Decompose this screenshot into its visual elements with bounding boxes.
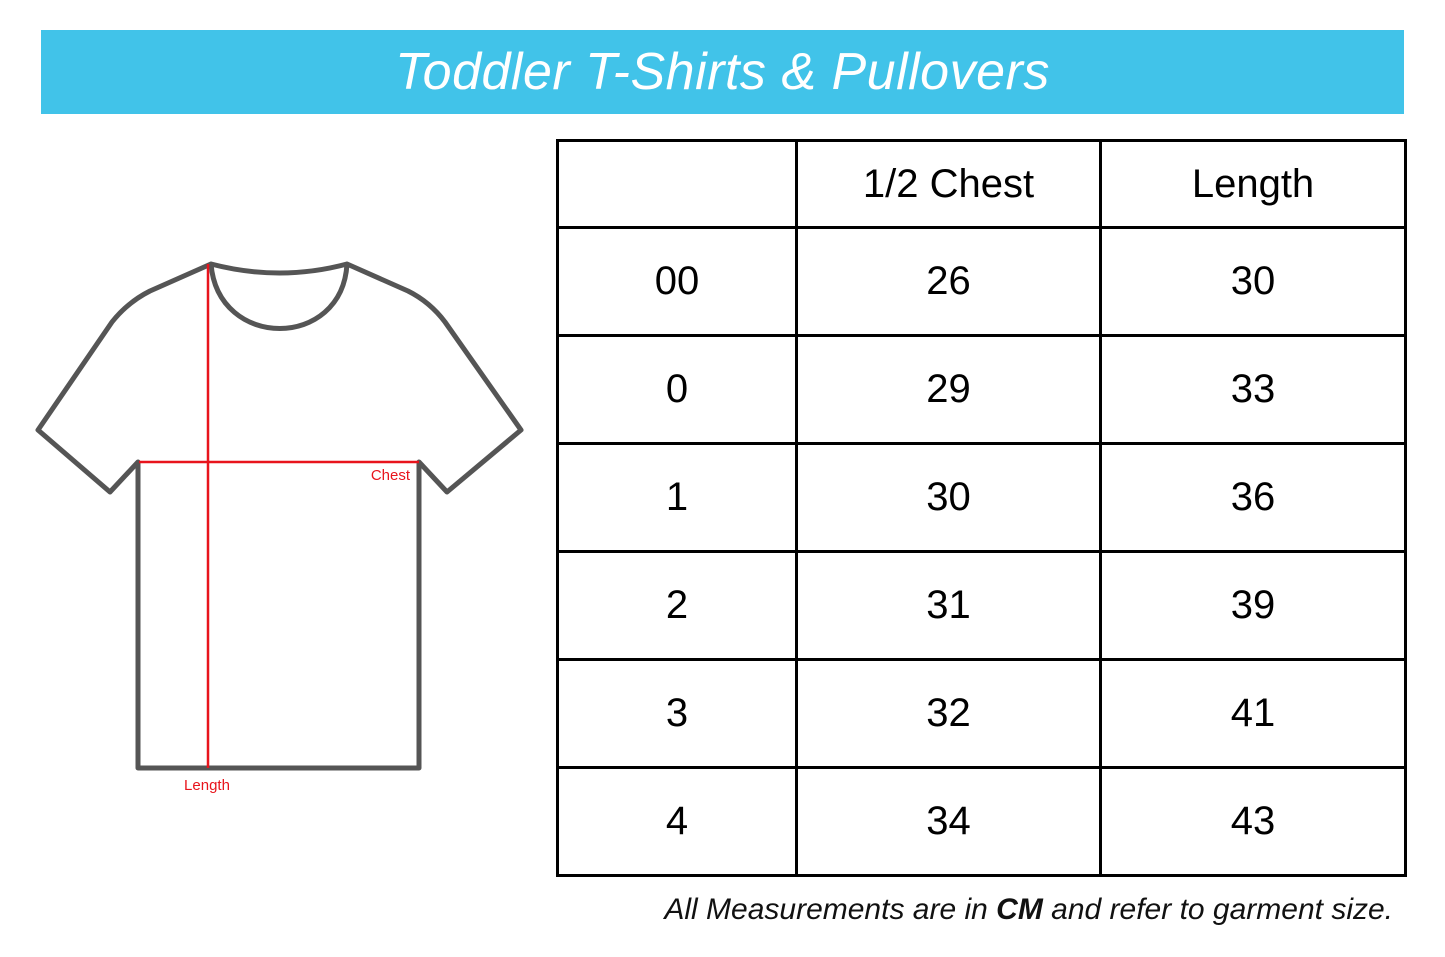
chest-cell: 34	[795, 766, 1102, 877]
footnote-unit: CM	[996, 893, 1043, 926]
table-row: 1 30 36	[556, 442, 1407, 553]
size-cell: 00	[556, 226, 798, 337]
title-banner: Toddler T-Shirts & Pullovers	[41, 30, 1404, 114]
size-table: 1/2 Chest Length 00 26 30 0 29 33 1 30 36 2 31 3…	[556, 139, 1407, 877]
header-size	[556, 139, 798, 229]
header-half-chest: 1/2 Chest	[795, 139, 1102, 229]
chest-cell: 29	[795, 334, 1102, 445]
table-row: 4 34 43	[556, 766, 1407, 877]
chest-cell: 31	[795, 550, 1102, 661]
measurement-footnote: All Measurements are in CM and refer to …	[664, 893, 1393, 927]
chest-cell: 26	[795, 226, 1102, 337]
table-row: 0 29 33	[556, 334, 1407, 445]
table-row: 3 32 41	[556, 658, 1407, 769]
footnote-text-end: and refer to garment size.	[1042, 893, 1393, 926]
size-cell: 4	[556, 766, 798, 877]
length-cell: 41	[1099, 658, 1407, 769]
table-row: 00 26 30	[556, 226, 1407, 337]
size-cell: 2	[556, 550, 798, 661]
length-cell: 33	[1099, 334, 1407, 445]
chest-cell: 30	[795, 442, 1102, 553]
length-cell: 39	[1099, 550, 1407, 661]
size-cell: 1	[556, 442, 798, 553]
table-header-row: 1/2 Chest Length	[556, 139, 1407, 229]
chest-label: Chest	[371, 467, 411, 484]
page-title: Toddler T-Shirts & Pullovers	[395, 43, 1050, 101]
size-cell: 3	[556, 658, 798, 769]
tshirt-diagram: Chest Length	[35, 261, 524, 794]
length-cell: 43	[1099, 766, 1407, 877]
size-cell: 0	[556, 334, 798, 445]
chest-cell: 32	[795, 658, 1102, 769]
tshirt-outline	[35, 261, 524, 771]
length-label: Length	[184, 777, 230, 794]
header-length: Length	[1099, 139, 1407, 229]
table-row: 2 31 39	[556, 550, 1407, 661]
footnote-text: All Measurements are in	[664, 893, 997, 926]
length-cell: 30	[1099, 226, 1407, 337]
length-cell: 36	[1099, 442, 1407, 553]
